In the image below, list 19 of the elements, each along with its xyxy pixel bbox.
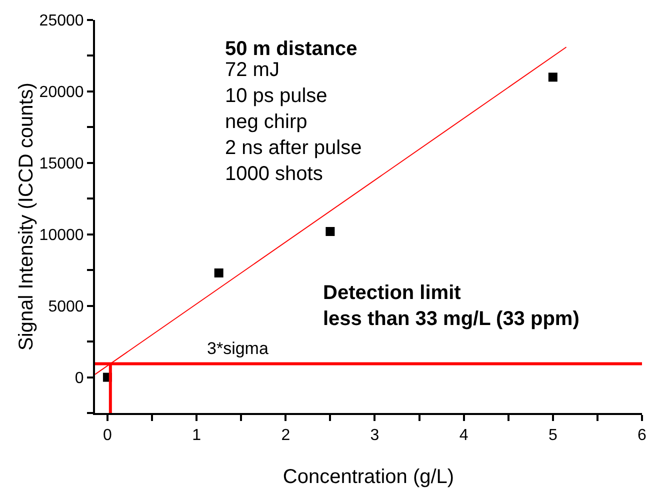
x-tick-label: 1 xyxy=(192,427,202,444)
y-axis-title: Signal Intensity (ICCD counts) xyxy=(15,82,38,350)
x-axis-title: Concentration (g/L) xyxy=(282,466,454,488)
annotation: Detection limit less than 33 mg/L (33 ppm) xyxy=(323,282,580,330)
annotation: 72 mJ 10 ps pulse neg chirp 2 ns after pulse 1000 shots xyxy=(225,59,362,185)
x-tick-label: 3 xyxy=(370,427,380,444)
y-tick-label: 15000 xyxy=(39,156,84,173)
x-tick-label: 2 xyxy=(281,427,290,444)
x-tick-label: 0 xyxy=(103,427,112,444)
y-tick-label: 25000 xyxy=(39,12,84,30)
annotation: 50 m distance xyxy=(225,38,358,60)
y-tick-label: 20000 xyxy=(39,84,84,102)
y-tick-label: 0 xyxy=(74,370,84,387)
x-tick-label: 5 xyxy=(548,427,558,444)
ref-line-label: 3*sigma xyxy=(207,339,269,358)
x-tick-label: 6 xyxy=(638,427,647,444)
x-tick-label: 4 xyxy=(459,427,468,444)
y-tick-label: 5000 xyxy=(48,298,84,316)
y-tick-label: 10000 xyxy=(39,226,84,244)
